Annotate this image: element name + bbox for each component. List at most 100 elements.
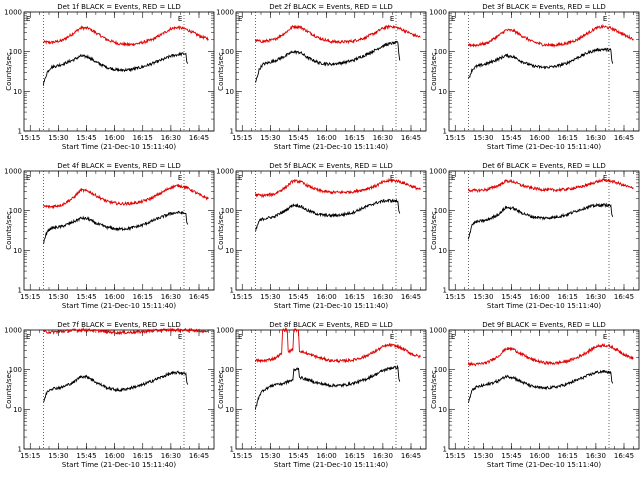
x-tick-label: 16:15 [558,452,578,460]
y-tick-label: 1 [18,128,22,136]
y-axis-label: Counts/sec [217,52,225,91]
x-axis-label: Start Time (21-Dec-10 15:11:40) [62,302,176,310]
plot-frame [23,329,215,450]
x-axis-label: Start Time (21-Dec-10 15:11:40) [274,461,388,469]
x-tick-label: 16:45 [614,293,634,301]
marker-e-left: E [451,174,455,182]
plot-frame [235,11,427,132]
marker-e-left: E [238,174,242,182]
y-axis-label: Counts/sec [5,52,13,91]
events-series-line [42,210,189,245]
lld-series-line [467,23,634,48]
y-tick-label: 10 [13,247,22,255]
x-tick-label: 16:00 [530,134,550,142]
x-tick-label: 16:15 [133,134,153,142]
x-tick-label: 15:45 [288,134,308,142]
detector-panel-2: Det 2f BLACK = Events, RED = LLD 1 10 100 10… [216,3,427,151]
x-tick-label: 16:30 [586,134,606,142]
panel-title: Det 6f BLACK = Events, RED = LLD [482,162,605,170]
panel-title: Det 2f BLACK = Events, RED = LLD [269,3,392,11]
x-tick-label: 16:15 [345,293,365,301]
y-axis-label: Counts/sec [430,211,438,250]
plot-frame [448,170,640,291]
y-tick-label: 1000 [216,9,234,17]
events-series-line [254,40,401,83]
marker-e-right: E [178,174,182,182]
x-tick-label: 15:30 [473,293,493,301]
y-tick-label: 10 [225,88,234,96]
x-tick-label: 16:00 [105,134,125,142]
y-tick-label: 1000 [4,327,22,335]
x-tick-label: 15:45 [501,452,521,460]
lld-series-line [254,327,421,364]
detector-panel-7: Det 7f BLACK = Events, RED = LLD 1 10 100 10… [4,321,215,469]
marker-e-right: E [390,333,394,341]
detector-panel-3: Det 3f BLACK = Events, RED = LLD 1 10 100 10… [429,3,640,151]
lld-series-line [43,183,209,210]
x-axis-label: Start Time (21-Dec-10 15:11:40) [487,461,601,469]
x-tick-label: 16:45 [189,452,209,460]
y-tick-label: 1000 [4,9,22,17]
x-tick-label: 16:45 [401,293,421,301]
marker-e-left: E [26,15,30,23]
y-tick-label: 10 [225,247,234,255]
y-tick-label: 10 [225,406,234,414]
plot-frame [235,170,427,291]
y-tick-label: 100 [434,48,447,56]
x-tick-label: 15:30 [48,452,68,460]
lld-series-line [467,343,634,367]
x-axis-label: Start Time (21-Dec-10 15:11:40) [274,302,388,310]
x-tick-label: 15:45 [288,293,308,301]
lld-series-line [42,24,209,47]
plot-frame [448,11,640,132]
marker-e-right: E [390,174,394,182]
marker-e-right: E [178,15,182,23]
x-tick-label: 15:45 [501,134,521,142]
x-tick-label: 16:15 [558,293,578,301]
y-tick-label: 1000 [216,168,234,176]
panel-title: Det 8f BLACK = Events, RED = LLD [269,321,392,329]
y-tick-label: 1000 [429,9,447,17]
marker-e-right: E [603,174,607,182]
x-tick-label: 15:30 [48,293,68,301]
x-tick-label: 16:45 [401,134,421,142]
y-tick-label: 1 [230,287,234,295]
x-tick-label: 15:30 [260,134,280,142]
y-axis-label: Counts/sec [217,211,225,250]
marker-e-left: E [451,15,455,23]
events-series-line [42,51,189,86]
x-tick-label: 15:45 [76,452,96,460]
x-tick-label: 15:30 [473,134,493,142]
y-tick-label: 10 [13,406,22,414]
x-tick-label: 15:15 [232,452,252,460]
y-tick-label: 100 [9,366,22,374]
panel-title: Det 7f BLACK = Events, RED = LLD [57,321,180,329]
events-series-line [467,47,614,79]
y-tick-label: 100 [9,207,22,215]
y-tick-label: 100 [9,48,22,56]
x-tick-label: 15:30 [473,452,493,460]
x-tick-label: 15:30 [48,134,68,142]
x-tick-label: 16:45 [189,134,209,142]
lld-series-line [467,178,634,193]
x-tick-label: 15:45 [288,452,308,460]
x-tick-label: 16:00 [105,452,125,460]
marker-e-left: E [26,333,30,341]
x-tick-label: 15:45 [501,293,521,301]
x-tick-label: 15:15 [445,293,465,301]
y-tick-label: 1000 [429,168,447,176]
x-tick-label: 15:30 [260,452,280,460]
x-axis-label: Start Time (21-Dec-10 15:11:40) [274,143,388,151]
x-tick-label: 16:30 [161,293,181,301]
panel-title: Det 5f BLACK = Events, RED = LLD [269,162,392,170]
plot-frame [448,329,640,450]
x-tick-label: 16:15 [345,452,365,460]
x-tick-label: 15:15 [20,293,40,301]
lld-series-line [254,24,421,45]
y-tick-label: 10 [438,247,447,255]
x-tick-label: 16:45 [614,134,634,142]
events-series-line [467,202,614,240]
x-tick-label: 16:15 [558,134,578,142]
x-tick-label: 16:30 [373,452,393,460]
